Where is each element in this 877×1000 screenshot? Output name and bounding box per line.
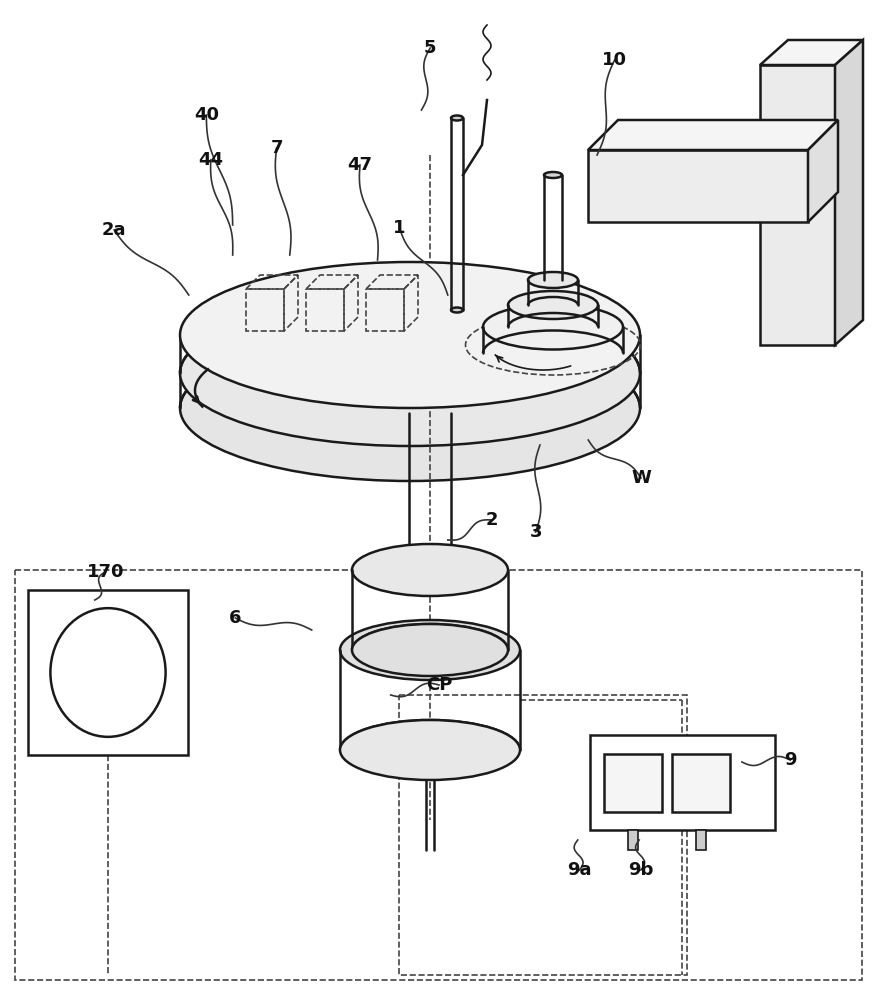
Bar xyxy=(28,590,188,755)
Bar xyxy=(627,830,638,850)
Ellipse shape xyxy=(508,291,597,319)
Bar xyxy=(589,735,774,830)
Text: 47: 47 xyxy=(347,156,372,174)
Polygon shape xyxy=(807,120,837,222)
Text: 170: 170 xyxy=(87,563,124,581)
Text: W: W xyxy=(631,469,650,487)
Ellipse shape xyxy=(451,308,462,312)
Text: 1: 1 xyxy=(393,219,405,237)
Text: 5: 5 xyxy=(424,39,436,57)
Bar xyxy=(603,754,661,812)
Bar xyxy=(398,695,687,975)
Polygon shape xyxy=(834,40,862,345)
Bar xyxy=(671,754,729,812)
Ellipse shape xyxy=(451,116,462,121)
Ellipse shape xyxy=(50,608,166,737)
Ellipse shape xyxy=(544,172,561,178)
Text: 2a: 2a xyxy=(102,221,126,239)
Bar xyxy=(588,150,807,222)
Polygon shape xyxy=(759,40,862,65)
Text: 7: 7 xyxy=(270,139,282,157)
Polygon shape xyxy=(588,120,837,150)
Ellipse shape xyxy=(352,624,508,676)
Ellipse shape xyxy=(482,304,623,350)
Text: 44: 44 xyxy=(198,151,223,169)
Ellipse shape xyxy=(180,300,639,446)
Text: CP: CP xyxy=(425,676,452,694)
Ellipse shape xyxy=(352,544,508,596)
Ellipse shape xyxy=(180,335,639,481)
Text: 10: 10 xyxy=(602,51,626,69)
Text: 9a: 9a xyxy=(567,861,591,879)
Bar xyxy=(759,65,834,345)
Text: 9: 9 xyxy=(783,751,795,769)
Text: 2: 2 xyxy=(485,511,497,529)
Ellipse shape xyxy=(339,620,519,680)
Text: 40: 40 xyxy=(194,106,218,124)
Text: 6: 6 xyxy=(229,609,241,627)
Ellipse shape xyxy=(180,262,639,408)
Text: 9b: 9b xyxy=(628,861,652,879)
Bar xyxy=(246,289,283,331)
Bar xyxy=(15,570,861,980)
Bar xyxy=(306,289,344,331)
Text: 3: 3 xyxy=(529,523,541,541)
Ellipse shape xyxy=(339,720,519,780)
Bar xyxy=(695,830,705,850)
Ellipse shape xyxy=(527,272,577,288)
Bar xyxy=(366,289,403,331)
